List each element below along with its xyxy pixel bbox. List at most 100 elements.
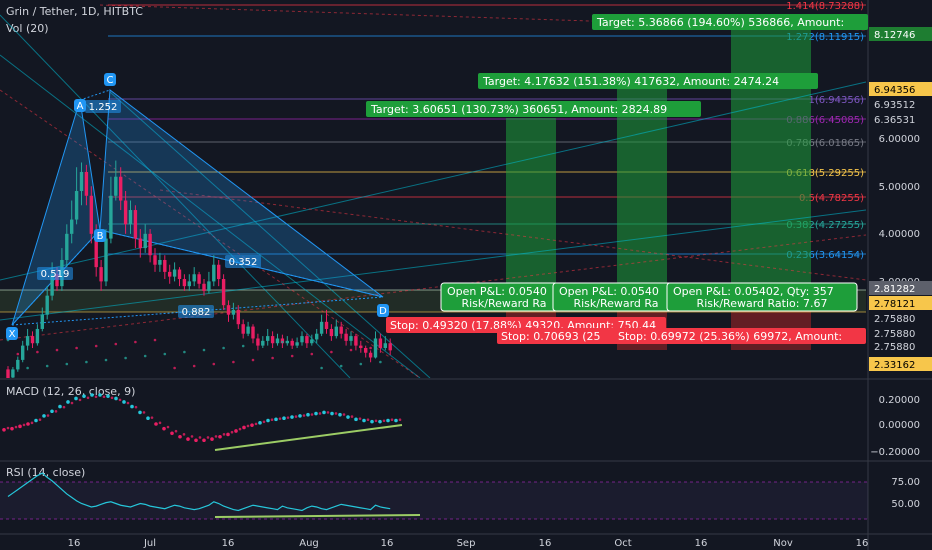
candle <box>119 176 123 201</box>
volume-dot <box>222 346 225 350</box>
pattern-point-a <box>74 99 86 112</box>
macd-signal-point <box>206 436 210 439</box>
candle <box>25 336 30 346</box>
candle <box>79 171 84 192</box>
fib-level-label: 1(6.94356) <box>808 95 864 106</box>
candle <box>74 191 79 220</box>
volume-dot <box>251 358 255 362</box>
volume-dot <box>163 352 167 356</box>
candle <box>40 314 44 329</box>
macd-signal-point <box>158 421 162 425</box>
candle <box>212 264 216 282</box>
candle <box>354 336 358 346</box>
macd-indicator-label: MACD (12, 26, close, 9) <box>6 385 136 398</box>
macd-point <box>290 415 294 419</box>
fib-level-label: 0.382(4.27255) <box>786 220 864 231</box>
candle <box>378 338 383 348</box>
candle <box>6 369 10 378</box>
candle <box>383 343 387 348</box>
macd-point <box>138 410 142 415</box>
pattern-point-label: A <box>77 101 84 112</box>
volume-dot <box>232 360 235 364</box>
pattern-point-label: C <box>107 75 114 86</box>
macd-point <box>98 393 102 397</box>
candle <box>339 326 343 334</box>
fib-level-label: 1.272(8.11915) <box>786 32 864 43</box>
macd-point <box>242 425 246 430</box>
macd-signal-point <box>246 424 250 428</box>
candle <box>143 233 147 249</box>
macd-point <box>18 424 22 429</box>
price-axis-badge-label: 6.94356 <box>874 85 915 96</box>
candle <box>148 233 152 256</box>
candle <box>197 274 201 284</box>
macd-point <box>146 416 150 421</box>
candle <box>89 195 93 234</box>
macd-signal-point <box>78 398 82 402</box>
macd-signal-point <box>94 395 98 399</box>
macd-signal-point <box>350 415 354 418</box>
macd-point <box>210 437 214 441</box>
candle <box>192 274 196 282</box>
macd-signal-point <box>126 401 130 405</box>
trend-line <box>0 209 867 321</box>
price-axis-badge-label: 8.12746 <box>874 30 915 41</box>
macd-point <box>50 409 54 414</box>
open-pnl-box <box>666 282 858 312</box>
fib-level-label: 0.618(5.29255) <box>786 168 864 179</box>
candle <box>153 255 157 265</box>
volume-dot <box>45 364 49 368</box>
price-axis-badge <box>869 97 932 111</box>
candle <box>334 326 338 337</box>
macd-signal-point <box>310 413 314 416</box>
volume-dot <box>173 366 176 370</box>
macd-point <box>362 418 366 423</box>
price-axis-badge <box>869 27 932 41</box>
candle <box>246 326 250 334</box>
position-profit-zone <box>731 28 811 290</box>
candle <box>138 238 142 249</box>
pattern-point-b <box>94 229 106 242</box>
macd-point <box>34 418 38 423</box>
time-axis-tick: Aug <box>299 538 319 549</box>
candle <box>368 352 373 358</box>
macd-point <box>338 412 342 417</box>
macd-point <box>386 418 390 423</box>
candle <box>344 333 348 341</box>
macd-point <box>106 394 110 398</box>
time-axis-tick: Nov <box>773 538 793 549</box>
macd-signal-point <box>326 411 330 414</box>
time-axis-tick: Sep <box>457 538 476 549</box>
macd-signal-point <box>182 433 186 436</box>
macd-point <box>226 432 230 437</box>
trend-line <box>0 234 867 341</box>
macd-signal-point <box>198 436 202 439</box>
target-label-box <box>478 73 818 89</box>
volume-dot <box>104 358 108 362</box>
price-axis-tick: 6.00000 <box>879 134 920 145</box>
volume-dot <box>202 348 206 352</box>
macd-signal-point <box>14 425 18 429</box>
volume-dot <box>85 360 88 364</box>
volume-dot <box>55 348 59 352</box>
macd-point <box>10 426 14 431</box>
candle <box>221 279 226 306</box>
macd-signal-point <box>6 426 10 430</box>
macd-point <box>58 404 62 409</box>
position-profit-zone <box>617 89 667 290</box>
volume-dot <box>26 366 29 370</box>
price-axis-badge-label: 2.75880 <box>874 342 915 353</box>
price-axis-tick: 4.00000 <box>879 229 920 240</box>
macd-signal-point <box>294 415 298 418</box>
pattern-point-label: X <box>9 329 16 340</box>
price-axis-badge <box>869 296 932 310</box>
price-axis-badge-label: 6.93512 <box>874 100 915 111</box>
macd-signal-point <box>382 419 386 423</box>
candle <box>359 345 363 348</box>
fib-level-label: 0.886(6.45085) <box>786 115 864 126</box>
macd-axis-tick: 0.20000 <box>879 395 920 406</box>
candle <box>50 274 54 296</box>
trend-line <box>0 54 421 378</box>
macd-point <box>346 415 350 419</box>
